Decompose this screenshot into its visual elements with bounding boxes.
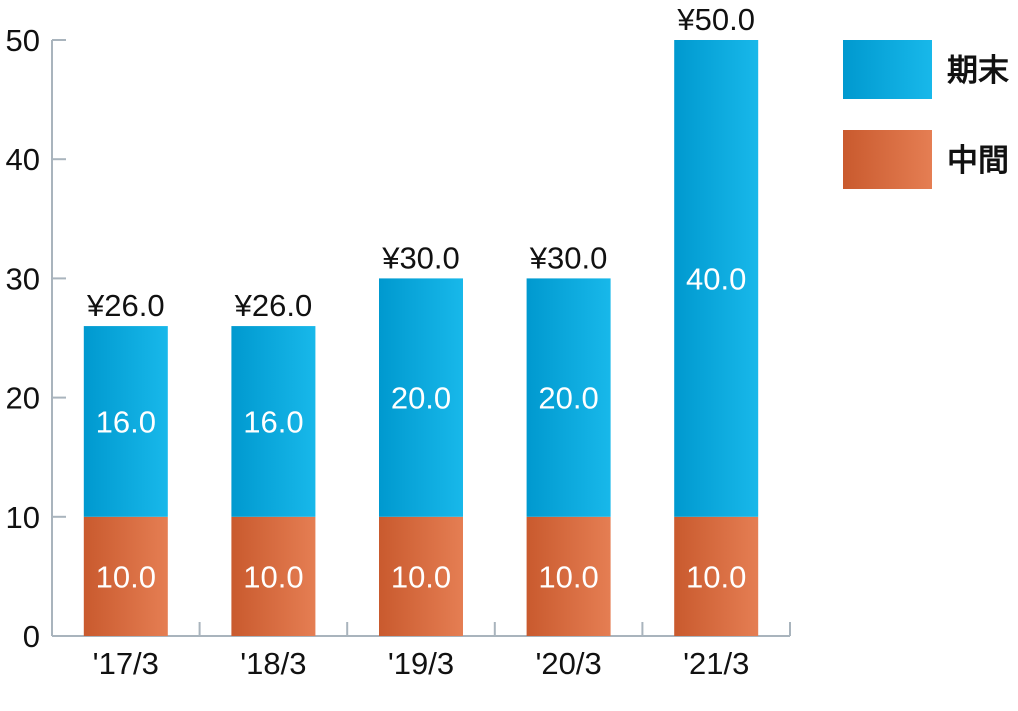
bar-total-label: ¥26.0 xyxy=(234,288,313,323)
bar-segment-value-label: 10.0 xyxy=(686,559,746,594)
bar-segment-year-end xyxy=(231,326,316,517)
y-tick-label: 20 xyxy=(6,381,40,416)
axes: 0 10 20 30 40 50 '17/3 '18/3 '19/3 '20/3 '21/3 xyxy=(6,23,791,681)
bar-total-label: ¥26.0 xyxy=(86,288,165,323)
y-tick-label: 50 xyxy=(6,23,40,58)
bar-segment-interim xyxy=(674,516,759,636)
legend-label: 中間 xyxy=(947,143,1009,179)
bar-segment-year-end xyxy=(526,278,611,517)
legend-swatch xyxy=(843,130,932,189)
bar-total-label: ¥50.0 xyxy=(676,2,755,37)
x-tick-label: '21/3 xyxy=(683,646,749,681)
bar-segment-year-end xyxy=(83,326,168,517)
bar-total-label: ¥30.0 xyxy=(381,240,460,275)
bar-segment-value-label: 16.0 xyxy=(243,404,303,439)
bar-segment-year-end xyxy=(379,278,463,517)
x-tick-label: '19/3 xyxy=(388,646,454,681)
x-tick-label: '18/3 xyxy=(240,646,306,681)
bar-segment-interim xyxy=(231,516,316,636)
bar-segment-value-label: 16.0 xyxy=(96,404,156,439)
y-tick-label: 10 xyxy=(6,500,40,535)
y-tick-label: 30 xyxy=(6,261,40,296)
bar-segment-interim xyxy=(379,516,463,636)
x-tick-label: '20/3 xyxy=(535,646,601,681)
bar-total-label: ¥30.0 xyxy=(529,240,608,275)
bar-segment-interim xyxy=(526,516,611,636)
bar-segment-value-label: 40.0 xyxy=(686,261,746,296)
y-tick-label: 40 xyxy=(6,142,40,177)
bar-segment-value-label: 10.0 xyxy=(243,559,303,594)
bars: 10.0 16.0 ¥26.0 10.0 16.0 ¥26.0 10.0 20.0 ¥30.0 1… xyxy=(83,2,759,636)
bar-segment-year-end xyxy=(674,40,759,517)
legend-swatch xyxy=(843,40,932,99)
x-tick-label: '17/3 xyxy=(93,646,159,681)
bar-segment-value-label: 10.0 xyxy=(538,559,598,594)
bar-segment-value-label: 10.0 xyxy=(391,559,451,594)
bar-segment-interim xyxy=(83,516,168,636)
bar-segment-value-label: 10.0 xyxy=(96,559,156,594)
y-tick-label: 0 xyxy=(23,619,40,654)
bar-segment-value-label: 20.0 xyxy=(391,381,451,416)
bar-segment-value-label: 20.0 xyxy=(538,381,598,416)
legend-label: 期末 xyxy=(947,53,1009,89)
